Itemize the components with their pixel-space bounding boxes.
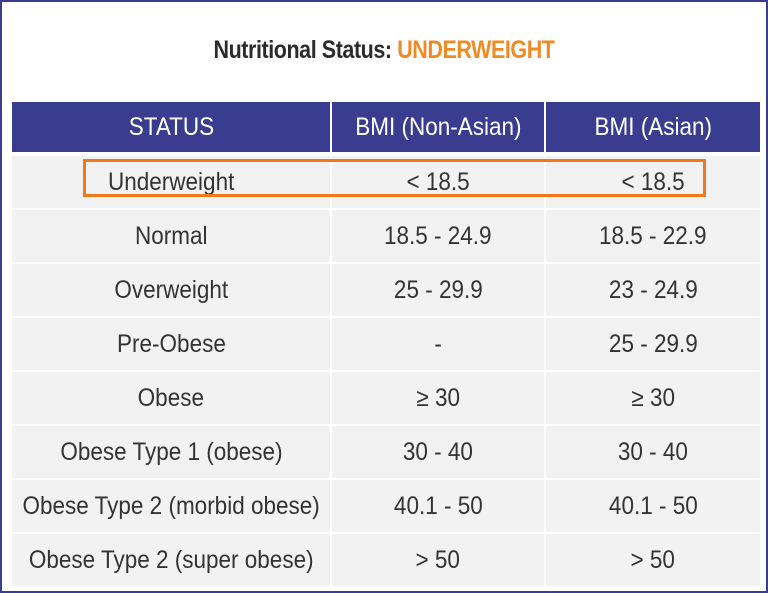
title-highlight: UNDERWEIGHT <box>397 36 555 64</box>
table-row: Pre-Obese - 25 - 29.9 <box>12 318 760 372</box>
table-row: Normal 18.5 - 24.9 18.5 - 22.9 <box>12 210 760 264</box>
bmi-non-asian-cell: < 18.5 <box>332 156 546 210</box>
bmi-asian-cell: > 50 <box>546 534 760 588</box>
status-cell: Obese Type 2 (super obese) <box>12 534 332 588</box>
bmi-table: STATUS BMI (Non-Asian) BMI (Asian) Under… <box>12 102 760 588</box>
table-row: Obese Type 2 (morbid obese) 40.1 - 50 40… <box>12 480 760 534</box>
status-cell: Overweight <box>12 264 332 318</box>
bmi-non-asian-cell: > 50 <box>332 534 546 588</box>
table-row: Obese ≥ 30 ≥ 30 <box>12 372 760 426</box>
bmi-non-asian-cell: 40.1 - 50 <box>332 480 546 534</box>
bmi-asian-cell: < 18.5 <box>546 156 760 210</box>
status-cell: Pre-Obese <box>12 318 332 372</box>
status-cell: Obese Type 2 (morbid obese) <box>12 480 332 534</box>
status-cell: Underweight <box>12 156 332 210</box>
bmi-asian-cell: 40.1 - 50 <box>546 480 760 534</box>
table-row: Underweight < 18.5 < 18.5 <box>12 156 760 210</box>
status-cell: Obese Type 1 (obese) <box>12 426 332 480</box>
bmi-asian-cell: ≥ 30 <box>546 372 760 426</box>
page-title: Nutritional Status: UNDERWEIGHT <box>55 36 712 65</box>
column-header-bmi-asian: BMI (Asian) <box>546 102 760 154</box>
column-header-status: STATUS <box>12 102 332 154</box>
table-header-row: STATUS BMI (Non-Asian) BMI (Asian) <box>12 102 760 154</box>
bmi-non-asian-cell: 30 - 40 <box>332 426 546 480</box>
bmi-asian-cell: 18.5 - 22.9 <box>546 210 760 264</box>
bmi-asian-cell: 23 - 24.9 <box>546 264 760 318</box>
status-cell: Normal <box>12 210 332 264</box>
bmi-non-asian-cell: - <box>332 318 546 372</box>
table-row: Obese Type 1 (obese) 30 - 40 30 - 40 <box>12 426 760 480</box>
column-header-bmi-non-asian: BMI (Non-Asian) <box>332 102 546 154</box>
table-row: Obese Type 2 (super obese) > 50 > 50 <box>12 534 760 588</box>
title-prefix: Nutritional Status: <box>213 36 392 64</box>
bmi-asian-cell: 30 - 40 <box>546 426 760 480</box>
bmi-non-asian-cell: 18.5 - 24.9 <box>332 210 546 264</box>
bmi-asian-cell: 25 - 29.9 <box>546 318 760 372</box>
table-row: Overweight 25 - 29.9 23 - 24.9 <box>12 264 760 318</box>
status-cell: Obese <box>12 372 332 426</box>
bmi-non-asian-cell: ≥ 30 <box>332 372 546 426</box>
bmi-non-asian-cell: 25 - 29.9 <box>332 264 546 318</box>
